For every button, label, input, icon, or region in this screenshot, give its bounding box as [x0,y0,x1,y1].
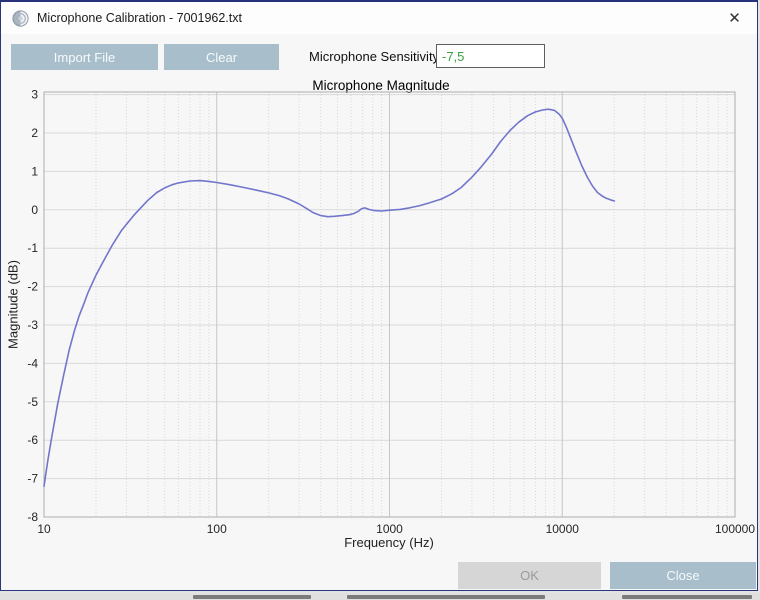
close-x-icon[interactable]: ✕ [728,9,741,27]
clear-button[interactable]: Clear [164,44,279,70]
svg-text:1: 1 [31,164,38,178]
svg-text:-1: -1 [27,241,38,255]
svg-text:-3: -3 [27,318,38,332]
svg-text:10: 10 [37,522,51,536]
svg-text:1000: 1000 [376,522,403,536]
import-file-button[interactable]: Import File [11,44,158,70]
svg-text:100: 100 [207,522,227,536]
sensitivity-input[interactable] [436,44,545,68]
svg-text:-5: -5 [27,395,38,409]
svg-text:-6: -6 [27,433,38,447]
svg-text:3: 3 [31,88,38,102]
svg-text:-8: -8 [27,510,38,524]
svg-text:-7: -7 [27,472,38,486]
window-title: Microphone Calibration - 7001962.txt [37,11,242,25]
background-window-strip [0,593,760,600]
background-text-fragment [622,595,752,599]
title-bar[interactable]: Microphone Calibration - 7001962.txt ✕ [1,2,757,34]
svg-text:2: 2 [31,126,38,140]
x-axis-label: Frequency (Hz) [344,535,434,550]
y-axis-label: Magnitude (dB) [5,260,21,349]
close-button[interactable]: Close [610,562,756,589]
background-text-fragment [193,595,311,599]
svg-text:-4: -4 [27,356,38,370]
sensitivity-label: Microphone Sensitivity [309,49,440,64]
svg-text:100000: 100000 [715,522,755,536]
speaker-rings-icon [12,10,29,27]
svg-text:0: 0 [31,203,38,217]
background-text-fragment [347,595,545,599]
svg-text:10000: 10000 [546,522,580,536]
chart-title: Microphone Magnitude [312,78,450,93]
svg-text:-2: -2 [27,280,38,294]
ok-button[interactable]: OK [458,562,601,589]
